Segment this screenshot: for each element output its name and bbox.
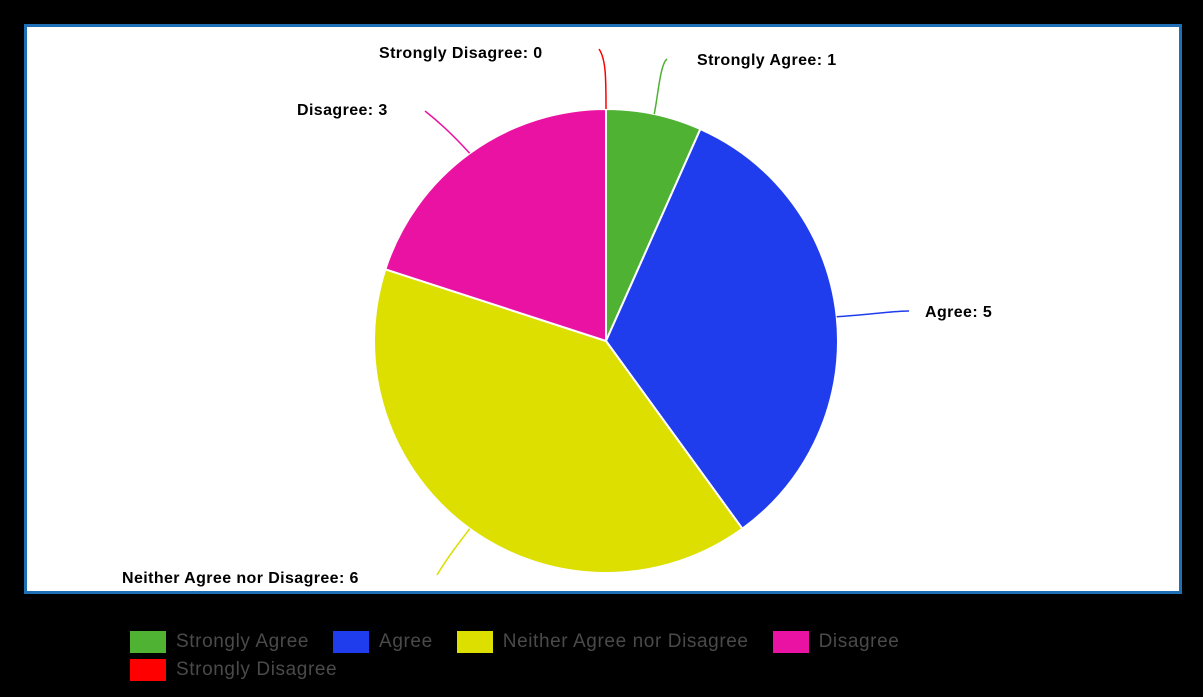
legend-row-1: Strongly Agree Agree Neither Agree nor D… (130, 628, 1130, 656)
legend-label-agree: Agree (379, 631, 433, 652)
slice-label-strongly-agree: Strongly Agree: 1 (697, 52, 837, 69)
plot-area: Strongly Agree: 1 Agree: 5 Neither Agree n… (24, 24, 1182, 594)
leader-line-agree (836, 310, 910, 318)
legend-swatch-agree (333, 631, 370, 653)
pie-slice-disagree[interactable] (384, 107, 607, 343)
slice-label-neither: Neither Agree nor Disagree: 6 (122, 570, 359, 587)
legend-item-neither[interactable]: Neither Agree nor Disagree (456, 631, 749, 653)
legend-swatch-disagree (772, 631, 809, 653)
slice-label-disagree: Disagree: 3 (297, 102, 388, 119)
pie-slice-neither[interactable] (373, 268, 744, 574)
slice-label-strongly-disagree: Strongly Disagree: 0 (379, 45, 543, 62)
legend-label-strongly-agree: Strongly Agree (176, 631, 310, 652)
legend-row-2: Strongly Disagree (130, 656, 1130, 684)
legend-label-neither: Neither Agree nor Disagree (502, 631, 749, 652)
leader-line-strongly-disagree (598, 48, 607, 110)
leader-line-neither (436, 528, 471, 576)
legend-label-disagree: Disagree (818, 631, 900, 652)
legend-item-agree[interactable]: Agree (333, 631, 433, 653)
legend-swatch-neither (456, 631, 493, 653)
legend-swatch-strongly-agree (130, 631, 166, 653)
legend-item-strongly-agree[interactable]: Strongly Agree (130, 631, 309, 653)
legend-item-strongly-disagree[interactable]: Strongly Disagree (130, 659, 337, 681)
pie-slice-agree[interactable] (604, 127, 839, 531)
legend-swatch-strongly-disagree (130, 659, 166, 681)
legend-label-strongly-disagree: Strongly Disagree (176, 659, 338, 680)
slice-label-agree: Agree: 5 (925, 304, 992, 321)
pie-chart: Strongly Agree: 1 Agree: 5 Neither Agree n… (122, 45, 992, 587)
leader-line-strongly-agree (653, 58, 668, 115)
legend-item-disagree[interactable]: Disagree (772, 631, 900, 653)
legend: Strongly Agree Agree Neither Agree nor D… (130, 628, 1130, 684)
leader-line-disagree (424, 110, 471, 154)
